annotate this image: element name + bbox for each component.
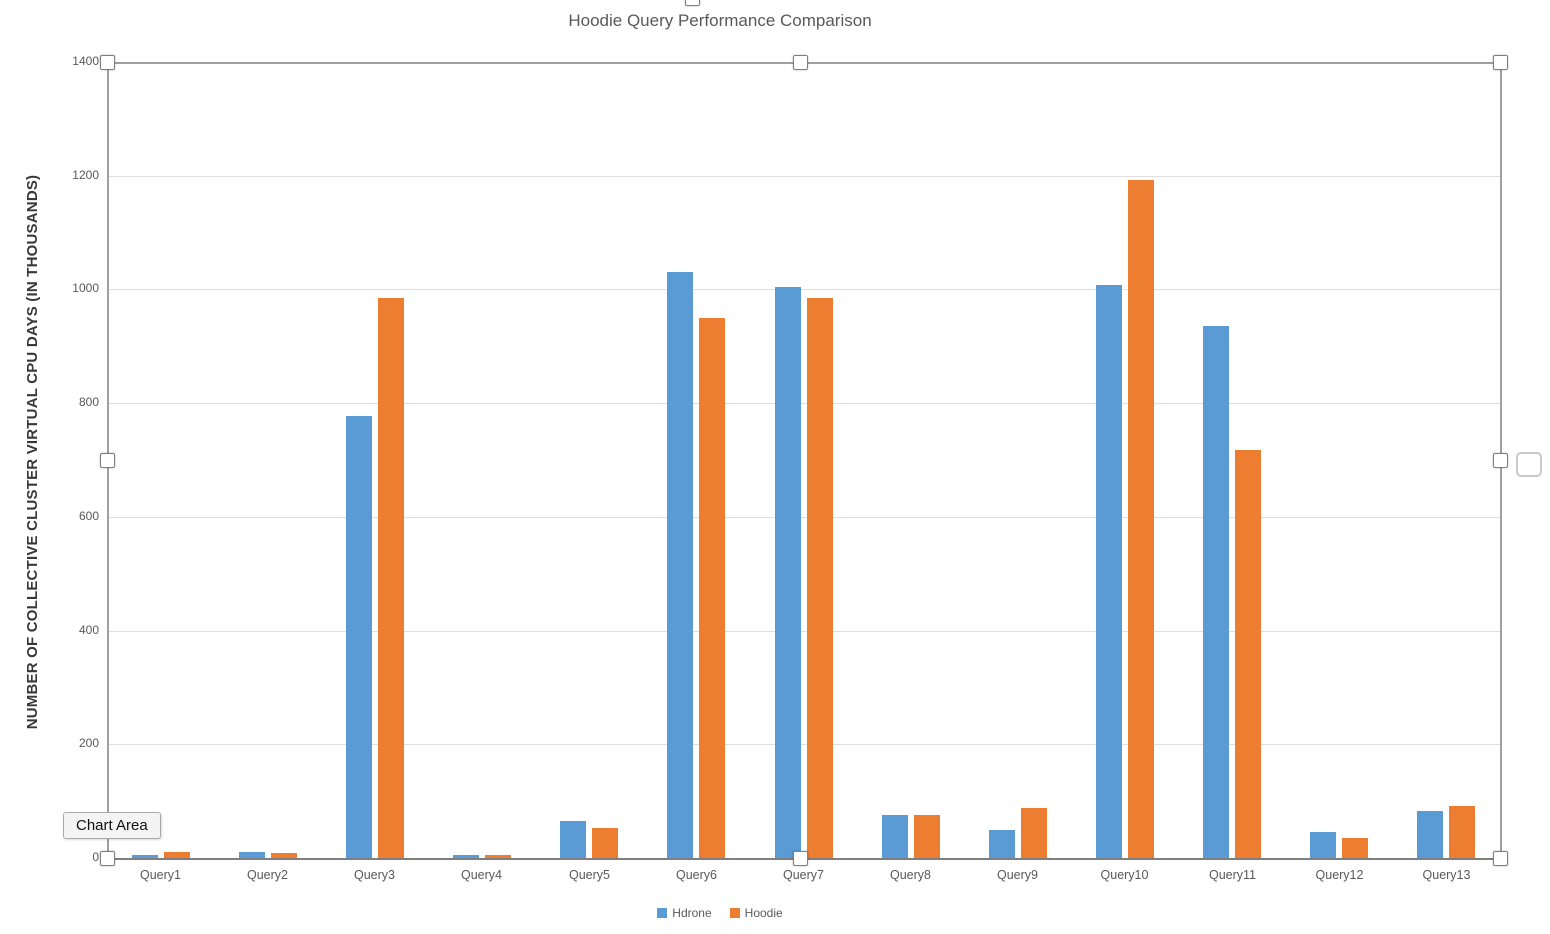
- chart-area-tooltip: Chart Area: [63, 812, 161, 839]
- bar-hdrone-query6[interactable]: [667, 272, 693, 858]
- x-label-query8: Query8: [890, 868, 931, 882]
- y-tick-label: 0: [92, 850, 99, 864]
- y-tick-label: 1400: [72, 54, 99, 68]
- legend-label: Hdrone: [672, 906, 712, 920]
- x-label-query2: Query2: [247, 868, 288, 882]
- gridline-600: [107, 517, 1500, 518]
- x-label-query9: Query9: [997, 868, 1038, 882]
- bar-hdrone-query3[interactable]: [346, 416, 372, 858]
- gridline-800: [107, 403, 1500, 404]
- x-label-query11: Query11: [1208, 868, 1256, 882]
- gridline-400: [107, 631, 1500, 632]
- bar-hoodie-query8[interactable]: [914, 815, 940, 858]
- gridline-200: [107, 744, 1500, 745]
- gridline-1000: [107, 289, 1500, 290]
- bar-hdrone-query9[interactable]: [989, 830, 1015, 858]
- selection-handle-bottom-left[interactable]: [100, 851, 115, 866]
- bar-hdrone-query4[interactable]: [453, 855, 479, 858]
- bar-hdrone-query5[interactable]: [560, 821, 586, 858]
- selection-handle-top-right[interactable]: [1493, 55, 1508, 70]
- selection-handle-top-left[interactable]: [100, 55, 115, 70]
- x-label-query10: Query10: [1100, 868, 1149, 882]
- y-tick-label: 1200: [72, 168, 99, 182]
- bar-hdrone-query10[interactable]: [1096, 285, 1122, 858]
- bar-hoodie-query11[interactable]: [1235, 450, 1261, 858]
- y-tick-label: 1000: [72, 281, 99, 295]
- bar-hdrone-query12[interactable]: [1310, 832, 1336, 858]
- y-tick-label: 600: [78, 509, 99, 523]
- bar-hoodie-query5[interactable]: [592, 828, 618, 858]
- bar-hoodie-query4[interactable]: [485, 855, 511, 858]
- bar-hdrone-query1[interactable]: [132, 855, 158, 858]
- gridline-1200: [107, 176, 1500, 177]
- legend-item-hdrone[interactable]: Hdrone: [657, 906, 712, 920]
- legend-swatch-hoodie: [729, 908, 740, 918]
- x-label-query7: Query7: [783, 868, 824, 882]
- bar-hoodie-query10[interactable]: [1128, 180, 1154, 858]
- selection-handle-mid-right[interactable]: [1493, 453, 1508, 468]
- bar-hoodie-query6[interactable]: [699, 318, 725, 858]
- x-label-query1: Query1: [140, 868, 181, 882]
- selection-handle-bottom-center[interactable]: [793, 851, 808, 866]
- bar-hoodie-query12[interactable]: [1342, 838, 1368, 858]
- legend-swatch-hdrone: [657, 908, 668, 918]
- bar-hdrone-query11[interactable]: [1203, 326, 1229, 858]
- y-tick-label: 800: [78, 395, 99, 409]
- x-label-query6: Query6: [676, 868, 717, 882]
- x-label-query13: Query13: [1422, 868, 1471, 882]
- legend-item-hoodie[interactable]: Hoodie: [729, 906, 783, 920]
- y-axis-title[interactable]: NUMBER OF COLLECTIVE CLUSTER VIRTUAL CPU…: [24, 174, 41, 730]
- y-tick-label: 400: [78, 623, 99, 637]
- x-label-query12: Query12: [1315, 868, 1364, 882]
- bar-hoodie-query13[interactable]: [1449, 806, 1475, 858]
- selection-handle-chart-top[interactable]: [685, 0, 700, 6]
- selection-handle-bottom-right[interactable]: [1493, 851, 1508, 866]
- bar-hdrone-query8[interactable]: [882, 815, 908, 858]
- x-label-query4: Query4: [461, 868, 502, 882]
- selection-handle-mid-left[interactable]: [100, 453, 115, 468]
- legend-label: Hoodie: [744, 906, 783, 920]
- bar-hoodie-query7[interactable]: [807, 298, 833, 858]
- y-tick-label: 200: [78, 736, 99, 750]
- bar-hdrone-query2[interactable]: [239, 852, 265, 858]
- bar-hoodie-query9[interactable]: [1021, 808, 1047, 858]
- chart-area-edge-handle[interactable]: [1516, 452, 1542, 477]
- chart-title[interactable]: Hoodie Query Performance Comparison: [568, 11, 872, 30]
- bar-hoodie-query2[interactable]: [271, 853, 297, 858]
- legend[interactable]: Hdrone Hoodie: [0, 903, 1440, 923]
- bar-hdrone-query7[interactable]: [775, 287, 801, 858]
- selection-handle-top-center[interactable]: [793, 55, 808, 70]
- x-label-query3: Query3: [354, 868, 395, 882]
- bar-hoodie-query3[interactable]: [378, 298, 404, 858]
- x-label-query5: Query5: [569, 868, 610, 882]
- bar-hdrone-query13[interactable]: [1417, 811, 1443, 858]
- bar-hoodie-query1[interactable]: [164, 852, 190, 858]
